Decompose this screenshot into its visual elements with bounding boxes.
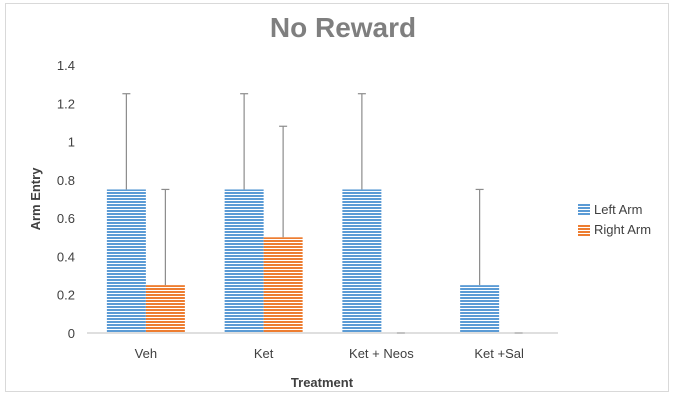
legend-swatch <box>578 224 590 236</box>
legend: Left Arm Right Arm <box>578 202 651 237</box>
bar-left-arm <box>224 189 264 333</box>
bar-right-arm <box>263 237 303 333</box>
y-tick-label: 0.6 <box>57 211 75 226</box>
bar-left-arm <box>106 189 146 333</box>
error-bars <box>122 93 523 334</box>
y-tick-label: 1.4 <box>57 58 75 73</box>
legend-swatch <box>578 204 590 216</box>
y-tick-label: 0.4 <box>57 249 75 264</box>
chart-title: No Reward <box>270 12 416 43</box>
y-axis-title: Arm Entry <box>28 167 43 231</box>
legend-label: Right Arm <box>594 222 651 237</box>
legend-label: Left Arm <box>594 202 642 217</box>
x-tick-label: Veh <box>135 346 157 361</box>
y-tick-label: 1 <box>68 135 75 150</box>
x-axis-ticks: Veh Ket Ket + Neos Ket +Sal <box>135 346 524 361</box>
y-tick-label: 0 <box>68 326 75 341</box>
y-tick-label: 1.2 <box>57 96 75 111</box>
y-tick-label: 0.8 <box>57 173 75 188</box>
bar-left-arm <box>342 189 382 333</box>
y-axis-ticks: 0 0.2 0.4 0.6 0.8 1 1.2 1.4 <box>57 58 75 341</box>
x-tick-label: Ket + Neos <box>349 346 414 361</box>
bar-left-arm <box>460 285 500 333</box>
bar-right-arm <box>145 285 185 333</box>
x-tick-label: Ket <box>254 346 274 361</box>
x-axis-title: Treatment <box>291 375 354 390</box>
y-tick-label: 0.2 <box>57 288 75 303</box>
bars <box>106 189 500 333</box>
x-tick-label: Ket +Sal <box>474 346 524 361</box>
